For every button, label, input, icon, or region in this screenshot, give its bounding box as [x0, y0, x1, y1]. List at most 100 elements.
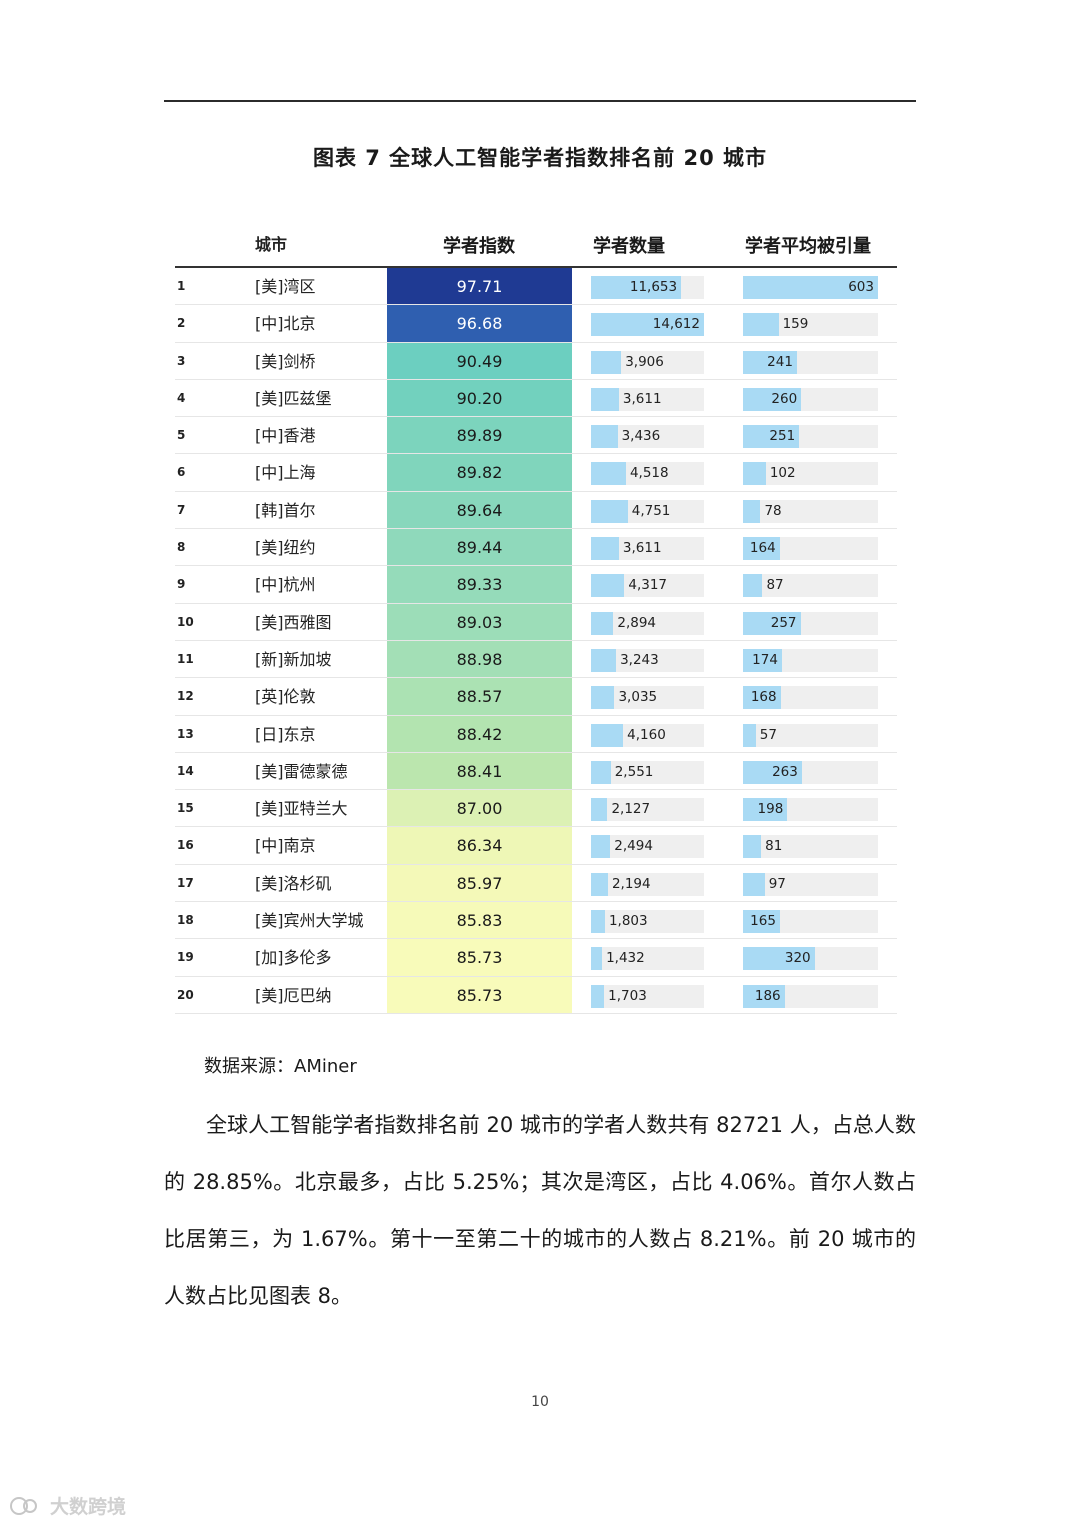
rank-cell: 18: [177, 913, 194, 928]
citation-bar-track: 81: [743, 835, 878, 859]
count-bar-track: 3,611: [591, 537, 704, 561]
citation-label: 257: [770, 614, 797, 631]
count-bar: [591, 499, 628, 523]
index-cell: 89.82: [387, 454, 572, 491]
count-bar: [591, 723, 624, 747]
table-row: 16 [中]南京 86.34 2,494 81: [175, 827, 897, 865]
index-cell: 90.49: [387, 342, 572, 379]
citation-bar-track: 102: [743, 462, 878, 486]
city-cell: [美]宾州大学城: [255, 911, 364, 931]
citation-label: 97: [768, 875, 786, 892]
count-bar-track: 2,551: [591, 760, 704, 784]
index-cell: 96.68: [387, 305, 572, 342]
rank-cell: 1: [177, 279, 186, 293]
citation-bar-track: 198: [743, 798, 878, 822]
rank-cell: 12: [177, 689, 194, 704]
citation-bar: [743, 462, 766, 486]
citation-bar-track: 159: [743, 313, 878, 337]
header-citation: 学者平均被引量: [745, 236, 871, 257]
citation-bar: [743, 648, 782, 672]
count-bar-track: 3,035: [591, 686, 704, 710]
count-bar: [591, 872, 608, 896]
citation-bar-track: 251: [743, 425, 878, 449]
citation-label: 57: [759, 726, 777, 743]
count-bar: [591, 910, 605, 934]
citation-bar: [743, 350, 797, 374]
count-bar-track: 3,906: [591, 350, 704, 374]
citation-bar: [743, 387, 802, 411]
count-bar: [591, 835, 611, 859]
citation-bar-track: 168: [743, 686, 878, 710]
citation-label: 165: [750, 913, 776, 930]
city-cell: [韩]首尔: [255, 500, 316, 520]
table-row: 8 [美]纽约 89.44 3,611 164: [175, 529, 897, 567]
citation-label: 78: [764, 502, 782, 519]
table-row: 14 [美]雷德蒙德 88.41 2,551 263: [175, 752, 897, 791]
city-cell: [美]西雅图: [255, 612, 332, 632]
index-cell: 86.34: [387, 827, 572, 864]
index-cell: 89.03: [387, 603, 572, 640]
citation-bar: [743, 984, 785, 1008]
table-row: 2 [中]北京 96.68 14,612 159: [175, 305, 897, 343]
count-bar: [591, 984, 605, 1008]
header-index: 学者指数: [443, 236, 515, 257]
count-label: 1,803: [608, 913, 648, 930]
table-row: 15 [美]亚特兰大 87.00 2,127 198: [175, 790, 897, 828]
citation-bar-track: 57: [743, 723, 878, 747]
rank-cell: 8: [177, 540, 186, 555]
citation-label: 87: [766, 577, 784, 594]
index-cell: 89.33: [387, 566, 572, 603]
count-label: 1,432: [606, 950, 645, 967]
citation-bar: [743, 499, 761, 523]
count-bar: [591, 462, 626, 486]
city-cell: [美]纽约: [255, 538, 316, 558]
citation-bar: [743, 425, 800, 449]
city-cell: [美]匹兹堡: [255, 388, 332, 408]
count-label: 2,127: [611, 801, 651, 818]
citation-bar-track: 603: [743, 276, 878, 299]
city-cell: [中]上海: [255, 463, 316, 483]
body-paragraph: 全球人工智能学者指数排名前 20 城市的学者人数共有 82721 人，占总人数的…: [164, 1113, 916, 1308]
index-cell: 88.57: [387, 678, 572, 715]
citation-bar-track: 320: [743, 947, 878, 971]
table-row: 18 [美]宾州大学城 85.83 1,803 165: [175, 902, 897, 940]
citation-label: 164: [749, 540, 776, 557]
citation-bar-track: 165: [743, 910, 878, 934]
count-bar-track: 1,703: [591, 984, 704, 1008]
figure-caption: 图表 7 全球人工智能学者指数排名前 20 城市: [312, 146, 768, 170]
table-row: 7 [韩]首尔 89.64 4,751 78: [175, 491, 897, 530]
index-cell: 88.42: [387, 715, 572, 752]
citation-bar-track: 186: [743, 984, 878, 1008]
citation-bar-track: 87: [743, 574, 878, 598]
header-city: 城市: [255, 235, 288, 254]
table-body: 1 [美]湾区 97.71 11,653 603 2 [中]北京 96.68 14,612 159…: [175, 268, 897, 1014]
citation-label: 251: [769, 428, 796, 445]
rank-cell: 14: [177, 763, 194, 778]
rank-cell: 11: [177, 651, 194, 666]
top-rule: [164, 100, 916, 102]
table-row: 17 [美]洛杉矶 85.97 2,194 97: [175, 864, 897, 903]
table-row: 5 [中]香港 89.89 3,436 251: [175, 417, 897, 455]
count-bar: [591, 313, 704, 337]
count-bar: [591, 798, 608, 822]
count-bar-track: 2,494: [591, 835, 704, 859]
rank-cell: 13: [177, 726, 194, 741]
city-cell: [中]北京: [255, 314, 316, 334]
count-label: 2,494: [614, 838, 653, 855]
count-bar-track: 3,436: [591, 425, 704, 449]
city-cell: [中]南京: [255, 836, 316, 856]
citation-bar: [743, 947, 815, 971]
citation-label: 186: [754, 987, 781, 1004]
citation-bar-track: 97: [743, 872, 878, 896]
citation-label: 174: [752, 651, 778, 668]
rank-cell: 9: [177, 577, 186, 592]
data-source: 数据来源：AMiner: [204, 1056, 357, 1077]
citation-bar: [743, 760, 802, 784]
count-bar-track: 14,612: [591, 313, 704, 337]
watermark: 大数跨境: [10, 1492, 126, 1519]
citation-label: 603: [848, 279, 874, 295]
ranking-table: 城市 学者指数 学者数量 学者平均被引量 1 [美]湾区 97.71 11,653 60…: [175, 226, 897, 1014]
citation-bar: [743, 723, 756, 747]
count-bar: [591, 350, 622, 374]
index-cell: 85.97: [387, 864, 572, 902]
